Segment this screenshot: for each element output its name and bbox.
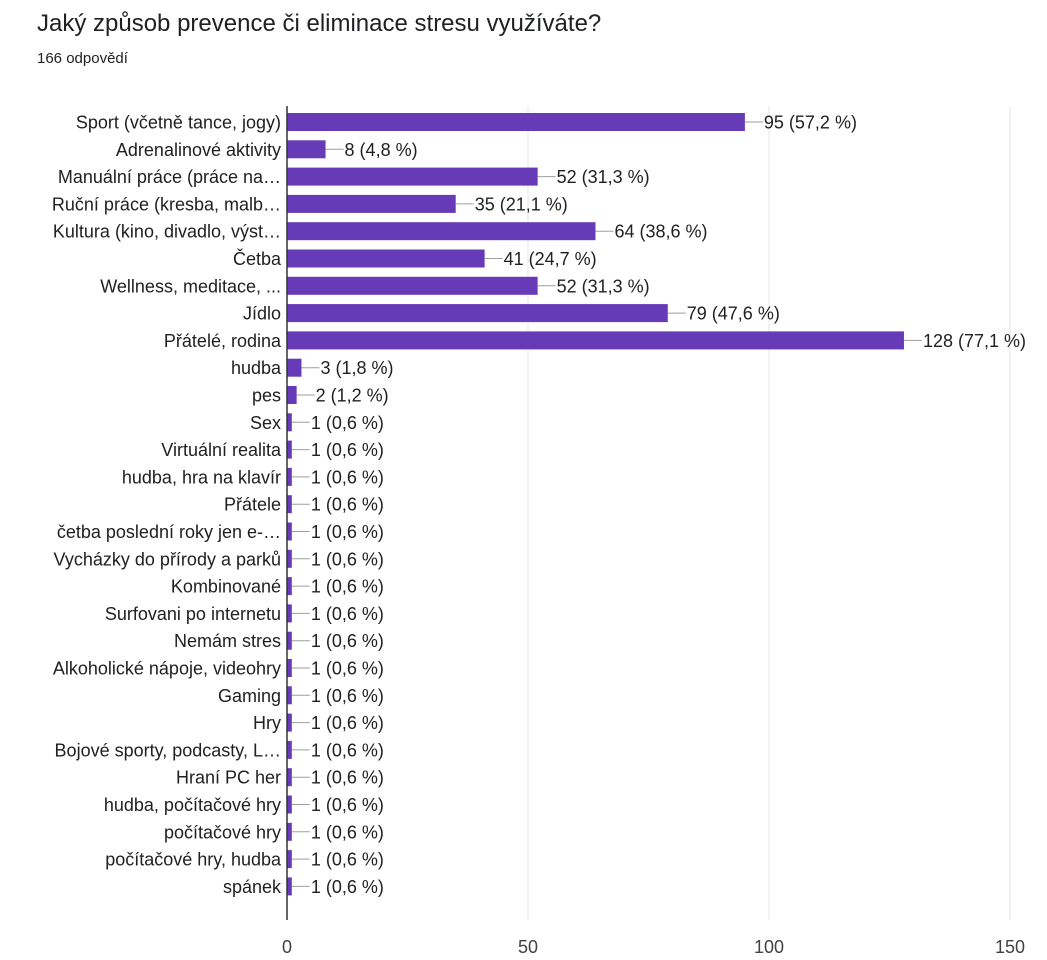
category-label: pes <box>252 386 281 406</box>
value-label: 64 (38,6 %) <box>614 222 707 242</box>
category-label: hudba, počítačové hry <box>104 795 281 815</box>
category-label: Alkoholické nápoje, videohry <box>53 659 281 679</box>
category-label: Hraní PC her <box>176 768 281 788</box>
value-label: 1 (0,6 %) <box>311 686 384 706</box>
category-label: Četba <box>233 248 282 269</box>
bar <box>287 549 292 568</box>
value-label: 128 (77,1 %) <box>923 331 1026 351</box>
category-label: Nemám stres <box>174 631 281 651</box>
bar <box>287 795 292 814</box>
value-label: 1 (0,6 %) <box>311 440 384 460</box>
value-label: 1 (0,6 %) <box>311 877 384 897</box>
category-label: četba poslední roky jen e-… <box>57 522 281 542</box>
value-label: 1 (0,6 %) <box>311 659 384 679</box>
value-label: 3 (1,8 %) <box>320 358 393 378</box>
bar <box>287 495 292 514</box>
labels: 95 (57,2 %) Sport (včetně tance, jogy) 8 (… <box>52 113 1026 897</box>
value-label: 35 (21,1 %) <box>475 194 568 214</box>
x-tick-label: 50 <box>518 937 538 957</box>
value-label: 52 (31,3 %) <box>557 167 650 187</box>
category-label: Manuální práce (práce na… <box>58 167 281 187</box>
bar <box>287 822 292 841</box>
category-label: spánek <box>223 877 282 897</box>
bar <box>287 631 292 650</box>
bars <box>287 113 922 896</box>
value-label: 95 (57,2 %) <box>764 113 857 133</box>
value-label: 1 (0,6 %) <box>311 413 384 433</box>
bar <box>287 249 485 268</box>
bar <box>287 113 745 131</box>
bar <box>287 276 538 295</box>
category-label: Surfovani po internetu <box>105 604 281 624</box>
category-label: Sex <box>250 413 281 433</box>
bar <box>287 194 456 213</box>
value-label: 1 (0,6 %) <box>311 631 384 651</box>
value-label: 1 (0,6 %) <box>311 577 384 597</box>
bar <box>287 877 292 896</box>
category-label: Kombinované <box>171 577 281 597</box>
bar <box>287 167 538 186</box>
value-label: 41 (24,7 %) <box>504 249 597 269</box>
value-label: 2 (1,2 %) <box>316 386 389 406</box>
bar <box>287 686 292 705</box>
bar <box>287 222 596 241</box>
bar <box>287 740 292 759</box>
bar <box>287 577 292 596</box>
value-label: 52 (31,3 %) <box>557 276 650 296</box>
category-label: Gaming <box>218 686 281 706</box>
category-label: Sport (včetně tance, jogy) <box>76 113 281 133</box>
bar <box>287 713 292 732</box>
bar <box>287 522 292 541</box>
bar <box>287 358 302 377</box>
grid-lines <box>527 106 1011 920</box>
value-label: 1 (0,6 %) <box>311 740 384 760</box>
category-label: Přátele <box>224 495 281 515</box>
value-label: 1 (0,6 %) <box>311 768 384 788</box>
category-label: počítačové hry <box>164 822 281 842</box>
value-label: 1 (0,6 %) <box>311 795 384 815</box>
x-tick-label: 0 <box>282 937 292 957</box>
category-label: Hry <box>253 713 281 733</box>
category-label: hudba <box>231 358 282 378</box>
bar <box>287 467 292 486</box>
value-label: 79 (47,6 %) <box>687 304 780 324</box>
bar <box>287 440 292 459</box>
category-label: hudba, hra na klavír <box>122 467 281 487</box>
category-label: počítačové hry, hudba <box>105 850 282 870</box>
category-label: Bojové sporty, podcasty, L… <box>55 740 281 760</box>
category-label: Adrenalinové aktivity <box>116 140 281 160</box>
category-label: Vycházky do přírody a parků <box>54 549 281 569</box>
x-tick-label: 100 <box>754 937 784 957</box>
value-label: 1 (0,6 %) <box>311 522 384 542</box>
category-label: Přátelé, rodina <box>164 331 282 351</box>
category-label: Virtuální realita <box>161 440 282 460</box>
value-label: 1 (0,6 %) <box>311 467 384 487</box>
chart-title: Jaký způsob prevence či eliminace stresu… <box>37 10 602 37</box>
value-label: 1 (0,6 %) <box>311 549 384 569</box>
category-label: Ruční práce (kresba, malb… <box>52 194 281 214</box>
value-label: 1 (0,6 %) <box>311 713 384 733</box>
bar <box>287 304 668 323</box>
value-label: 1 (0,6 %) <box>311 822 384 842</box>
value-label: 1 (0,6 %) <box>311 850 384 870</box>
category-label: Wellness, meditace, ... <box>100 276 281 296</box>
category-label: Kultura (kino, divadlo, výst… <box>53 222 281 242</box>
value-label: 1 (0,6 %) <box>311 604 384 624</box>
bar <box>287 604 292 623</box>
bar <box>287 140 326 159</box>
bar <box>287 850 292 869</box>
axes: 0 50 100 150 <box>282 106 1025 957</box>
bar <box>287 331 904 350</box>
value-label: 1 (0,6 %) <box>311 495 384 515</box>
bar <box>287 386 297 404</box>
x-tick-label: 150 <box>995 937 1025 957</box>
category-label: Jídlo <box>243 304 281 324</box>
response-count: 166 odpovědí <box>37 50 128 67</box>
value-label: 8 (4,8 %) <box>345 140 418 160</box>
bar <box>287 768 292 787</box>
bar <box>287 413 292 432</box>
bar <box>287 659 292 677</box>
